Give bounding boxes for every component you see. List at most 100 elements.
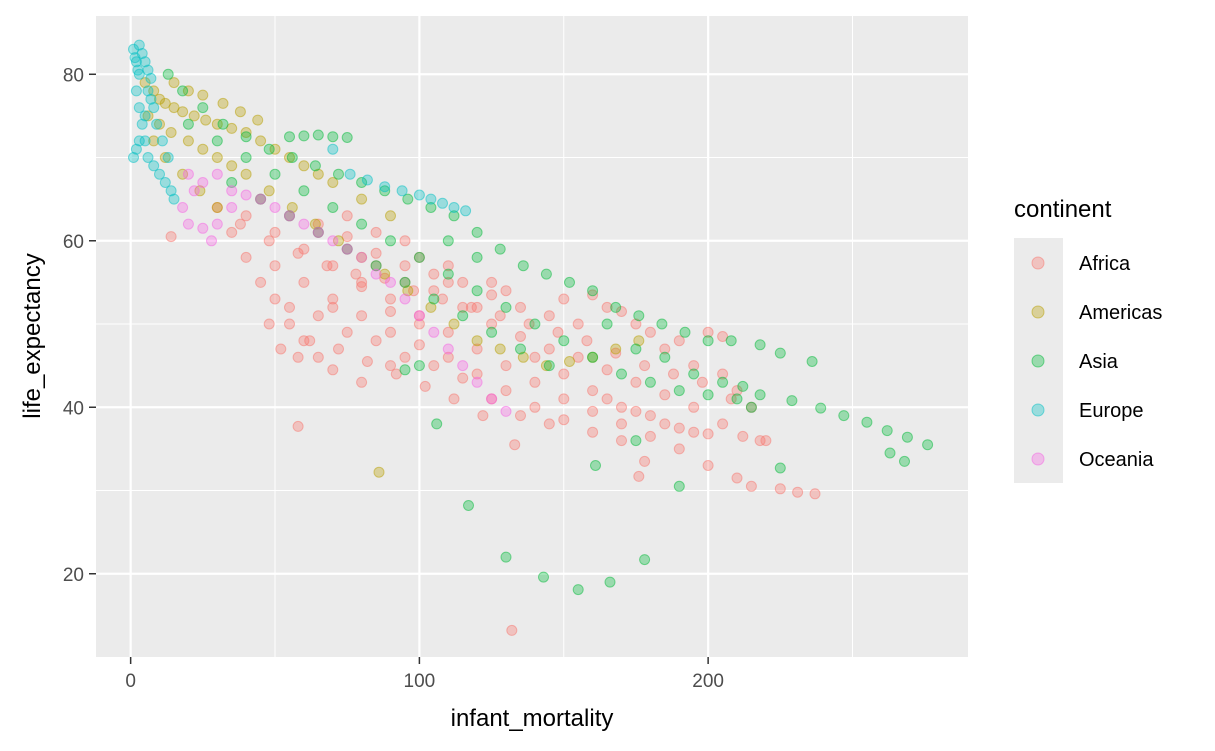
data-point-africa (731, 472, 743, 484)
data-point-africa (413, 318, 425, 330)
data-point-africa (240, 251, 252, 263)
data-point-asia (263, 143, 275, 155)
data-point-africa (630, 318, 642, 330)
data-point-africa (509, 439, 521, 451)
data-point-americas (154, 93, 165, 105)
data-point-africa (442, 351, 454, 363)
data-point-oceania (413, 310, 425, 322)
data-point-asia (659, 351, 671, 363)
data-point-oceania (428, 326, 440, 338)
data-point-asia (486, 326, 498, 338)
data-point-asia (587, 351, 599, 363)
data-point-africa (312, 218, 324, 230)
data-point-americas (540, 360, 552, 372)
data-point-africa (644, 410, 656, 422)
data-point-africa (269, 293, 281, 305)
data-point-asia (884, 447, 896, 459)
data-point-asia (356, 218, 368, 230)
data-point-europe (159, 177, 171, 188)
data-point-africa (587, 405, 599, 417)
data-point-americas (255, 135, 267, 147)
data-point-europe (130, 143, 142, 155)
data-point-africa (587, 426, 599, 438)
data-point-asia (673, 480, 685, 492)
data-point-asia (616, 368, 627, 380)
data-point-africa (688, 426, 700, 438)
data-point-americas (633, 335, 645, 347)
data-point-europe (460, 205, 472, 217)
data-point-americas (197, 143, 209, 155)
data-point-africa (341, 326, 353, 338)
data-point-africa (284, 301, 295, 313)
data-point-africa (226, 226, 238, 238)
data-point-americas (148, 135, 160, 147)
data-point-africa (523, 318, 535, 330)
data-point-africa (601, 393, 613, 405)
data-point-africa (558, 368, 570, 380)
data-point-asia (312, 129, 324, 141)
data-point-africa (601, 364, 613, 376)
data-point-africa (543, 343, 555, 355)
data-point-africa (304, 335, 316, 347)
data-point-europe (327, 143, 339, 155)
data-point-asia (572, 584, 584, 596)
data-point-asia (515, 343, 526, 355)
legend-label-asia: Asia (1079, 351, 1119, 373)
plot-background (96, 16, 968, 657)
data-point-oceania (312, 226, 324, 238)
data-point-oceania (211, 168, 223, 180)
data-point-americas (159, 152, 171, 163)
data-point-africa (616, 418, 627, 430)
data-point-africa (717, 368, 729, 380)
data-point-asia (590, 460, 601, 471)
data-point-asia (538, 571, 549, 583)
data-point-asia (644, 376, 656, 388)
data-point-asia (333, 168, 344, 180)
data-point-americas (240, 168, 252, 180)
data-point-americas (286, 202, 298, 213)
data-point-asia (356, 177, 368, 188)
data-point-africa (370, 247, 382, 259)
y-tick-label: 40 (63, 398, 84, 419)
data-point-africa (486, 289, 498, 301)
data-point-asia (309, 160, 321, 172)
y-axis-title: life_expectancy (19, 253, 46, 418)
data-point-europe (361, 174, 373, 186)
data-point-africa (312, 351, 324, 363)
data-point-africa (543, 310, 555, 322)
data-point-africa (298, 276, 310, 288)
data-point-americas (200, 114, 212, 126)
data-point-africa (792, 486, 804, 498)
data-point-asia (471, 226, 483, 238)
data-point-americas (356, 193, 368, 205)
data-point-asia (543, 360, 555, 372)
data-point-africa (659, 343, 671, 355)
data-point-africa (572, 318, 584, 330)
data-point-africa (616, 435, 627, 447)
data-point-americas (182, 135, 194, 147)
data-point-africa (428, 360, 440, 372)
data-point-africa (633, 470, 645, 482)
data-point-africa (558, 414, 570, 426)
data-point-africa (644, 430, 656, 442)
data-point-oceania (206, 235, 217, 247)
data-point-europe (139, 56, 151, 68)
data-point-africa (408, 285, 420, 297)
data-point-americas (148, 85, 160, 97)
data-point-asia (471, 251, 483, 263)
data-point-oceania (486, 393, 498, 405)
data-point-africa (702, 326, 714, 338)
data-point-africa (809, 488, 821, 500)
data-point-africa (760, 435, 772, 447)
data-point-asia (861, 416, 873, 428)
data-point-asia (815, 402, 827, 414)
data-point-americas (234, 106, 246, 118)
data-point-asia (177, 85, 189, 97)
x-tick-label: 100 (404, 671, 436, 692)
data-point-africa (673, 443, 685, 455)
data-point-asia (402, 193, 414, 205)
data-point-africa (616, 401, 627, 413)
data-point-americas (425, 301, 437, 313)
data-point-europe (145, 93, 157, 105)
data-point-africa (333, 343, 344, 355)
